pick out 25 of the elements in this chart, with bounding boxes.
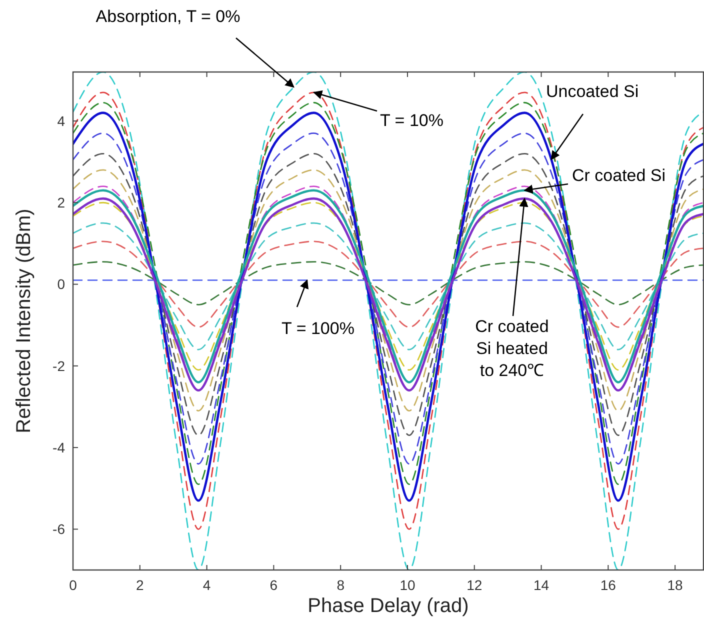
y-tick-label: 0 xyxy=(57,276,66,292)
y-tick-label: -4 xyxy=(52,439,66,456)
y-tick-label: 4 xyxy=(57,112,66,129)
annotation: T = 10% xyxy=(380,111,444,130)
x-tick-label: 0 xyxy=(69,577,78,593)
x-tick-label: 4 xyxy=(202,577,211,593)
x-tick-label: 10 xyxy=(400,577,416,593)
y-tick-label: -6 xyxy=(52,521,66,538)
x-tick-label: 6 xyxy=(270,577,278,593)
annotation: Cr coated Si xyxy=(572,166,666,185)
y-axis-title: Reflected Intensity (dBm) xyxy=(13,208,35,434)
x-axis-title: Phase Delay (rad) xyxy=(308,595,469,617)
x-tick-label: 18 xyxy=(667,577,684,593)
annotation: Uncoated Si xyxy=(546,82,639,101)
y-tick-label: 2 xyxy=(57,194,66,211)
annotation: Cr coated Si heated to 240℃ xyxy=(475,317,549,380)
x-tick-label: 2 xyxy=(136,577,144,593)
annotation: Absorption, T = 0% xyxy=(96,7,240,26)
y-tick-label: -2 xyxy=(52,358,66,374)
annotation: T = 100% xyxy=(282,319,354,338)
x-tick-label: 14 xyxy=(533,577,550,593)
x-tick-label: 12 xyxy=(466,577,482,593)
x-tick-label: 16 xyxy=(600,577,616,593)
line-series xyxy=(73,261,704,306)
x-tick-label: 8 xyxy=(336,577,345,593)
